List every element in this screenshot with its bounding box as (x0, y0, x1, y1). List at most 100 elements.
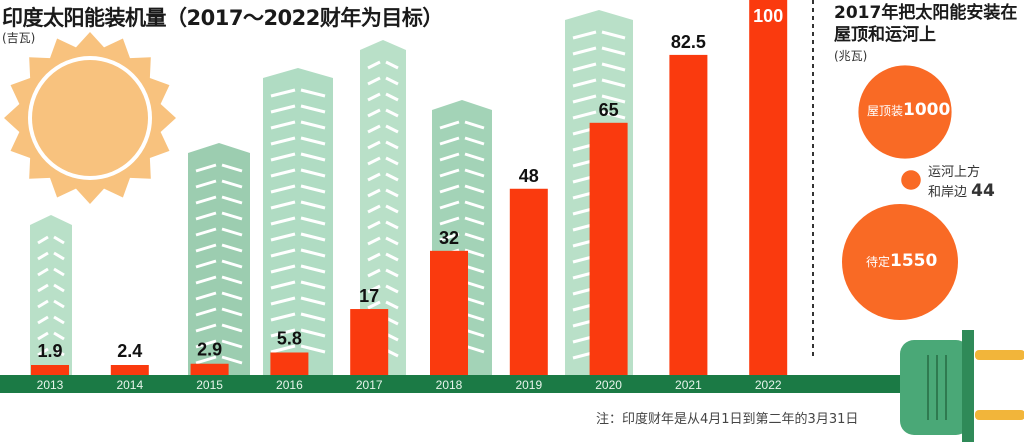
value-label-2021: 82.5 (671, 32, 706, 52)
building-window (300, 328, 326, 338)
x-tick-2017: 2017 (356, 378, 383, 392)
building-window (195, 339, 217, 349)
building-window (195, 323, 217, 333)
bubble-1 (901, 170, 921, 190)
building-window (439, 168, 460, 178)
building-window (270, 216, 296, 226)
building-window (601, 110, 626, 120)
building-window (367, 108, 381, 118)
building-window (270, 184, 296, 194)
building-window (385, 204, 399, 214)
x-tick-2018: 2018 (436, 378, 463, 392)
building-window (367, 124, 381, 134)
bubble-label-rooftop: 屋顶装1000 (867, 100, 951, 120)
bubble-0 (858, 65, 952, 159)
building-window (300, 216, 326, 226)
building-window (367, 220, 381, 230)
building-window (300, 120, 326, 130)
value-label-2017: 17 (359, 286, 379, 306)
building-window (464, 120, 485, 130)
footnote: 注：印度财年是从4月1日到第二年的3月31日 (596, 412, 859, 427)
building-window (37, 251, 49, 261)
building-window (270, 200, 296, 210)
building-window (385, 92, 399, 102)
sun-disc (32, 60, 148, 176)
plug-prong (975, 350, 1024, 360)
building-window (270, 344, 296, 354)
building-window (300, 312, 326, 322)
building-window (53, 235, 65, 245)
building-window (601, 30, 626, 40)
building-window (367, 284, 381, 294)
building-window (37, 267, 49, 277)
building-window (601, 62, 626, 72)
building-window (367, 300, 381, 310)
building-window (195, 259, 217, 269)
building-window (300, 152, 326, 162)
building-window (385, 140, 399, 150)
side-unit: (兆瓦) (834, 49, 868, 63)
building-window (464, 280, 485, 290)
building-window (221, 275, 243, 285)
building-window (439, 232, 460, 242)
building-window (270, 280, 296, 290)
building-window (53, 331, 65, 341)
building-window (221, 307, 243, 317)
bar-2018 (430, 250, 468, 375)
building-window (464, 152, 485, 162)
building-window (221, 291, 243, 301)
building-window (385, 220, 399, 230)
building-window (270, 264, 296, 274)
bar-2022 (749, 0, 788, 375)
building-window (53, 283, 65, 293)
building-window (464, 168, 485, 178)
value-label-2016: 5.8 (277, 328, 302, 348)
building-window (221, 211, 243, 221)
building-window (385, 60, 399, 70)
bar-2021 (669, 54, 708, 376)
building-window (385, 124, 399, 134)
building-window (37, 331, 49, 341)
building-window (300, 200, 326, 210)
bar-2014 (110, 365, 149, 375)
building-window (270, 312, 296, 322)
bar-2019 (509, 188, 548, 375)
building-window (385, 268, 399, 278)
building-window (221, 179, 243, 189)
axis-band (0, 375, 900, 393)
building-window (300, 296, 326, 306)
building-window (300, 104, 326, 114)
building-window (464, 328, 485, 338)
building-window (300, 280, 326, 290)
building-window (601, 78, 626, 88)
bar-2020 (589, 122, 628, 375)
value-label-2018: 32 (439, 228, 459, 248)
building-window (300, 184, 326, 194)
x-tick-2019: 2019 (515, 378, 542, 392)
building-window (300, 232, 326, 242)
building-window (270, 88, 296, 98)
building-window (195, 163, 217, 173)
building-window (270, 168, 296, 178)
building-window (367, 60, 381, 70)
x-tick-2014: 2014 (116, 378, 143, 392)
building-window (270, 104, 296, 114)
building-window (37, 347, 49, 357)
building-window (464, 216, 485, 226)
building-window (270, 248, 296, 258)
building-window (53, 299, 65, 309)
building-window (367, 156, 381, 166)
building-window (300, 248, 326, 258)
value-label-2014: 2.4 (117, 341, 142, 361)
building-window (195, 355, 217, 365)
building-window (37, 315, 49, 325)
building-window (572, 78, 597, 88)
bubble-label-canal: 运河上方 和岸边 44 (928, 165, 995, 201)
building-window (195, 211, 217, 221)
building-window (385, 236, 399, 246)
building-window (221, 163, 243, 173)
building-window (439, 120, 460, 130)
plug-plate (962, 330, 974, 442)
building-window (367, 172, 381, 182)
